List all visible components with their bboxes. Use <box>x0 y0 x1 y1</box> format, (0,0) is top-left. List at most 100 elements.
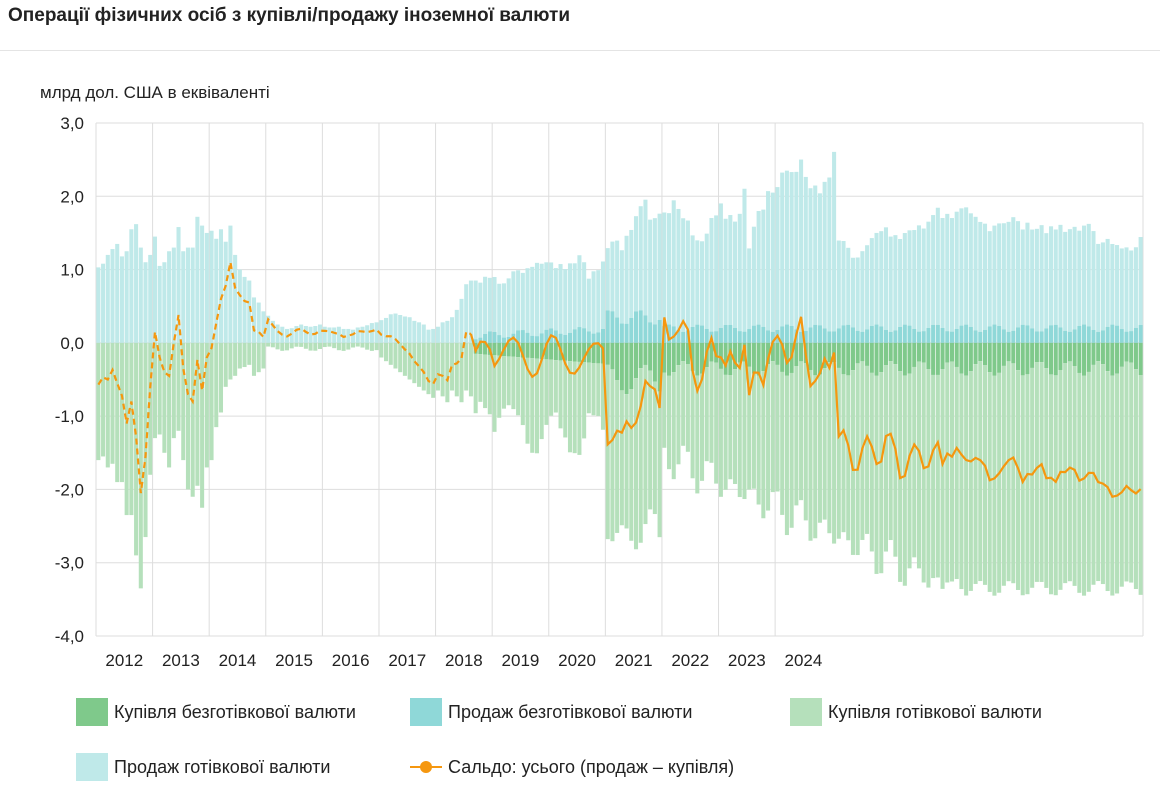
bar-sell-noncash <box>704 328 709 343</box>
bar-buy-noncash <box>718 342 723 369</box>
y-axis-label: млрд дол. США в еквіваленті <box>40 83 270 102</box>
bar-sell-cash <box>1096 243 1101 332</box>
bar-buy-cash <box>629 389 634 541</box>
bar-buy-noncash <box>1119 342 1124 367</box>
bar-sell-cash <box>742 188 747 332</box>
bar-sell-noncash <box>808 327 813 343</box>
bar-buy-cash <box>412 342 417 384</box>
bar-buy-cash <box>855 363 860 556</box>
bar-sell-noncash <box>1129 331 1134 343</box>
bar-buy-noncash <box>666 342 672 376</box>
bar-buy-cash <box>138 342 143 589</box>
bar-buy-cash <box>836 367 841 539</box>
bar-buy-cash <box>973 364 978 584</box>
bar-buy-noncash <box>733 342 738 370</box>
bar-sell-noncash <box>1115 325 1120 343</box>
bar-buy-cash <box>143 342 148 538</box>
bar-sell-noncash <box>714 331 719 343</box>
bar-sell-cash <box>421 324 426 343</box>
bar-sell-cash <box>204 232 209 343</box>
bar-buy-noncash <box>883 342 888 366</box>
bar-sell-cash <box>294 326 299 343</box>
bar-sell-noncash <box>501 337 506 343</box>
bar-sell-cash <box>1124 247 1129 332</box>
bar-buy-cash <box>822 368 827 520</box>
bar-sell-cash <box>563 269 568 336</box>
bar-sell-noncash <box>907 325 912 343</box>
bar-sell-noncash <box>1058 327 1063 343</box>
bar-sell-cash <box>134 224 139 343</box>
bar-sell-cash <box>846 247 851 325</box>
bar-buy-cash <box>214 342 219 428</box>
bar-sell-cash <box>327 327 332 343</box>
bar-sell-cash <box>1119 248 1124 330</box>
bar-buy-cash <box>553 360 558 413</box>
bar-buy-cash <box>695 375 700 494</box>
bar-buy-cash <box>1067 361 1072 582</box>
bar-sell-noncash <box>912 328 917 343</box>
bar-sell-cash <box>940 218 945 328</box>
bar-sell-cash <box>841 241 846 326</box>
bar-buy-noncash <box>567 342 573 362</box>
bar-sell-cash <box>261 311 266 343</box>
x-tick-label: 2013 <box>162 651 200 670</box>
bar-buy-noncash <box>657 342 662 392</box>
bar-sell-cash <box>964 207 969 325</box>
bar-sell-noncash <box>964 324 969 343</box>
bar-sell-cash <box>275 324 280 343</box>
bar-buy-cash <box>129 342 134 516</box>
bar-sell-cash <box>794 171 799 330</box>
bar-buy-noncash <box>893 342 898 365</box>
bar-buy-cash <box>563 360 568 438</box>
bar-sell-cash <box>605 248 610 311</box>
bar-buy-noncash <box>591 342 596 364</box>
bar-sell-noncash <box>577 327 582 343</box>
bar-buy-cash <box>516 357 521 416</box>
bar-sell-noncash <box>1049 325 1054 343</box>
bar-sell-cash <box>737 213 742 332</box>
bar-sell-cash <box>931 215 936 325</box>
bar-sell-cash <box>138 247 143 343</box>
bar-buy-cash <box>374 342 379 351</box>
bar-sell-cash <box>954 211 959 329</box>
bar-buy-cash <box>676 365 681 465</box>
bar-sell-noncash <box>973 330 978 343</box>
bar-buy-cash <box>945 362 950 583</box>
bar-sell-noncash <box>1110 324 1115 343</box>
bar-sell-cash <box>266 315 271 343</box>
bar-buy-noncash <box>954 342 959 367</box>
bar-sell-cash <box>450 317 455 343</box>
bar-sell-cash <box>888 236 893 332</box>
bar-buy-cash <box>666 375 672 470</box>
bar-sell-noncash <box>1044 328 1049 343</box>
bar-sell-noncash <box>879 326 884 343</box>
bar-sell-cash <box>322 326 327 343</box>
bar-buy-cash <box>308 342 313 351</box>
bar-sell-cash <box>1039 225 1044 332</box>
bar-sell-noncash <box>1039 331 1044 343</box>
bar-sell-cash <box>1034 228 1039 332</box>
bar-buy-cash <box>1058 369 1063 590</box>
bar-buy-cash <box>501 356 506 409</box>
bar-sell-cash <box>162 262 167 343</box>
bar-sell-noncash <box>1082 324 1087 343</box>
bar-buy-noncash <box>643 342 648 365</box>
bar-sell-cash <box>681 218 686 332</box>
bar-buy-cash <box>487 354 492 415</box>
bar-buy-noncash <box>582 342 587 363</box>
bar-sell-noncash <box>1072 329 1077 343</box>
bar-buy-noncash <box>723 342 728 375</box>
bar-buy-noncash <box>1129 342 1134 363</box>
bar-buy-cash <box>704 367 709 462</box>
bar-buy-cash <box>832 362 837 544</box>
bar-buy-cash <box>756 375 761 505</box>
chart-title: Операції фізичних осіб з купівлі/продажу… <box>8 5 571 26</box>
bar-sell-noncash <box>860 331 865 343</box>
bar-sell-noncash <box>700 325 705 343</box>
bar-buy-cash <box>586 362 591 414</box>
bar-buy-cash <box>770 361 775 493</box>
bar-sell-noncash <box>478 337 483 343</box>
bar-buy-cash <box>270 342 275 348</box>
bar-sell-cash <box>558 264 563 334</box>
bar-sell-noncash <box>799 331 804 343</box>
